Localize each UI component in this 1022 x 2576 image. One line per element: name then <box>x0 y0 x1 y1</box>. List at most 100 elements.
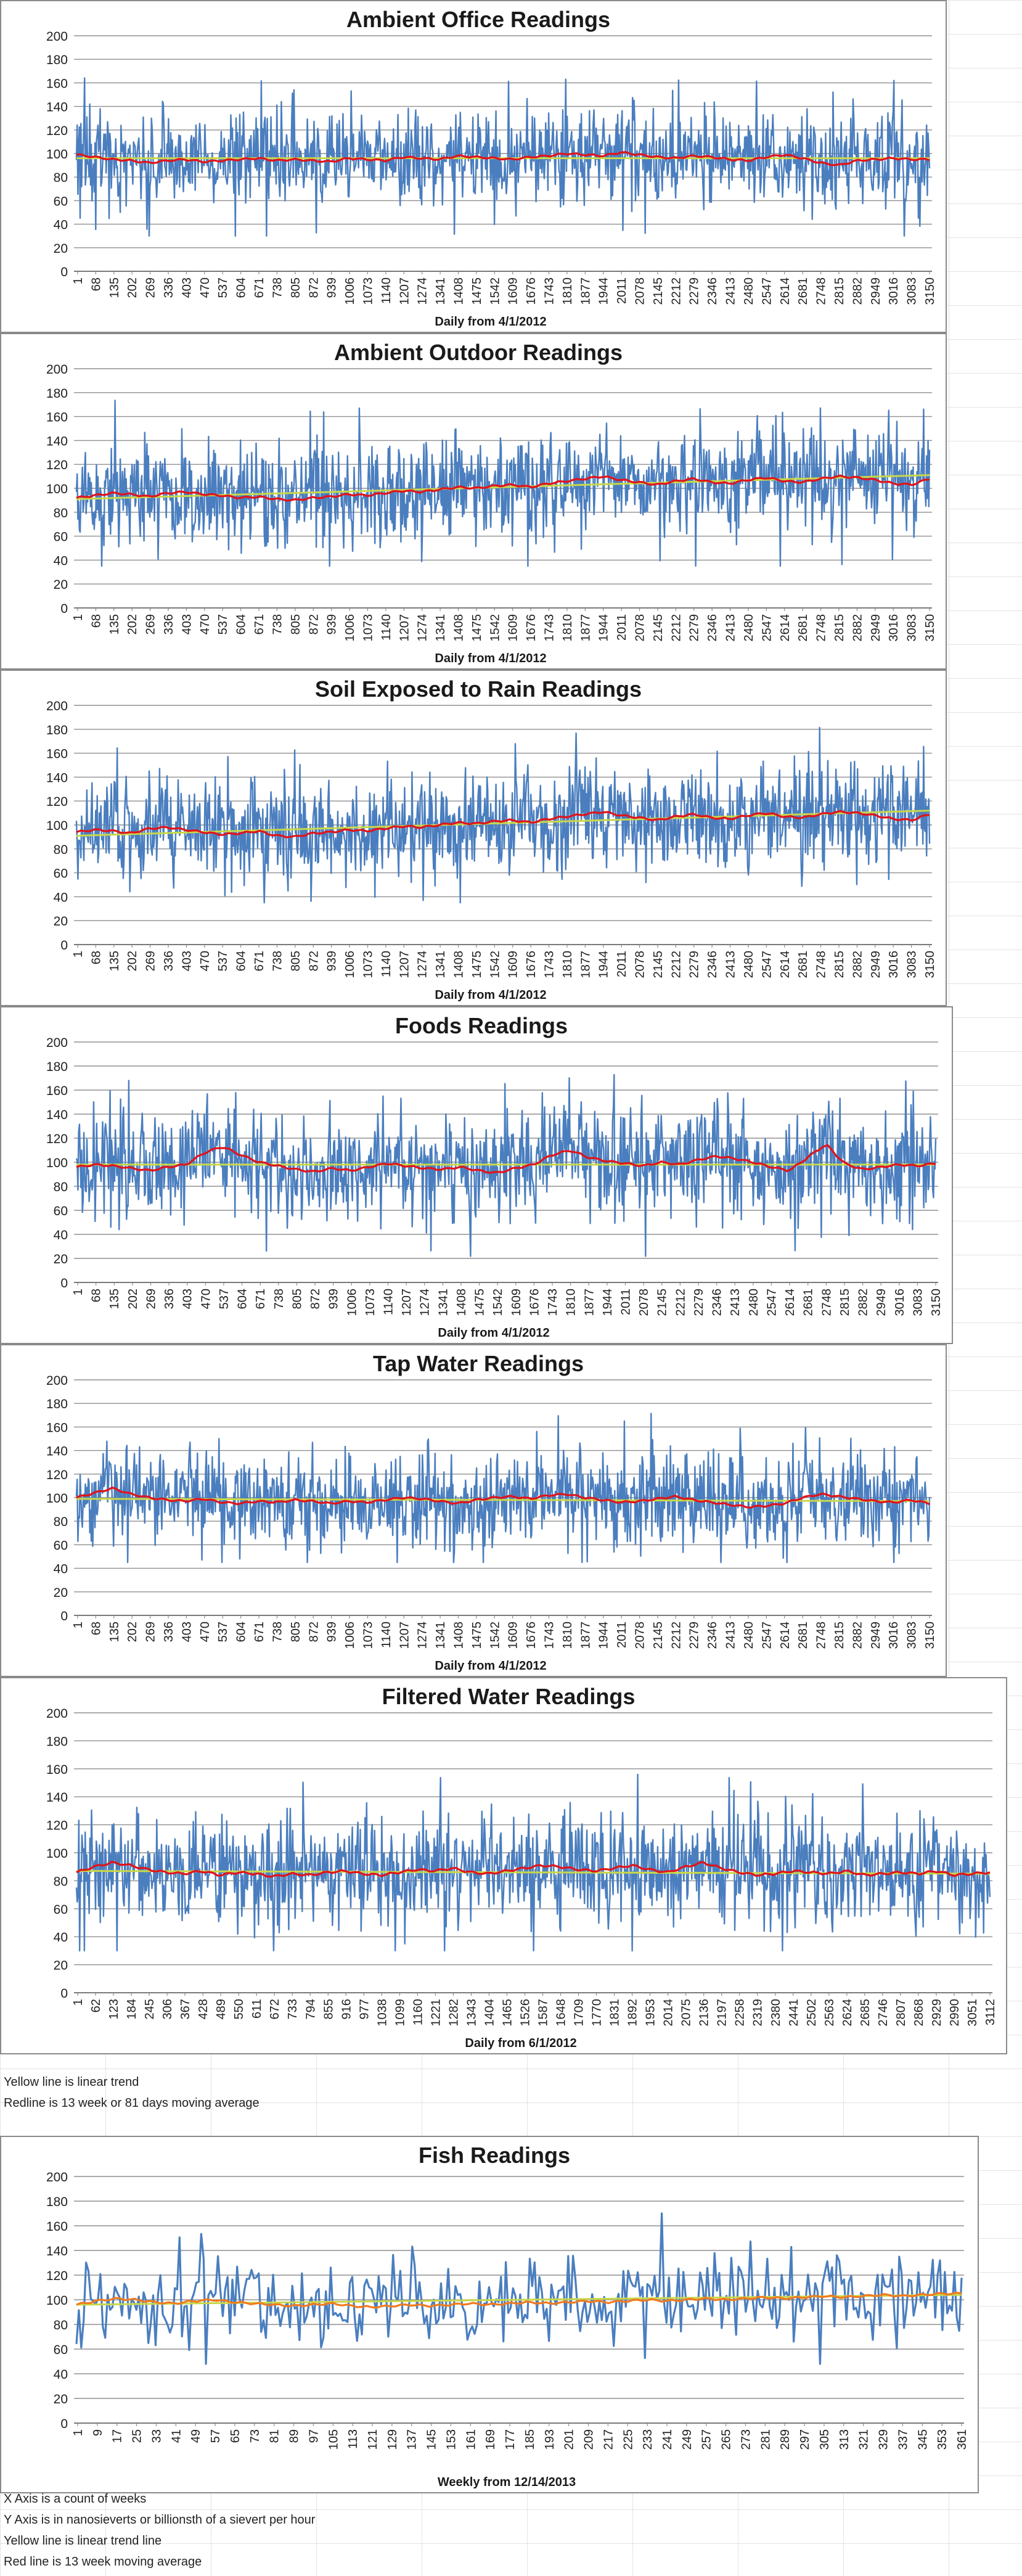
y-tick-label: 100 <box>46 147 68 162</box>
x-tick-label: 2212 <box>669 277 683 305</box>
x-tick-label: 872 <box>307 277 321 298</box>
x-tick-label: 738 <box>272 1289 286 1309</box>
x-tick-label: 121 <box>366 2429 380 2450</box>
x-tick-label: 2624 <box>841 1999 854 2027</box>
x-tick-label: 1140 <box>380 614 393 641</box>
x-tick-label: 738 <box>271 1622 284 1642</box>
x-tick-label: 2815 <box>833 614 846 642</box>
x-tick-label: 2258 <box>734 1999 747 2027</box>
x-tick-label: 2868 <box>912 1999 926 2027</box>
y-tick-label: 160 <box>46 1763 68 1777</box>
x-tick-label: 1 <box>72 277 85 284</box>
x-tick-label: 2681 <box>796 614 810 642</box>
y-tick-label: 180 <box>46 53 68 67</box>
x-tick-label: 2748 <box>815 1622 828 1649</box>
chart-ambient-outdoor-svg: Ambient Outdoor Readings0204060801001201… <box>46 340 937 665</box>
x-tick-label: 489 <box>215 1999 228 2019</box>
chart-title: Ambient Office Readings <box>346 7 610 32</box>
x-tick-label: 2136 <box>698 1999 711 2027</box>
x-tick-label: 217 <box>602 2429 615 2450</box>
y-tick-label: 160 <box>46 747 68 761</box>
x-tick-label: 738 <box>271 277 284 298</box>
x-axis-label: Daily from 4/1/2012 <box>435 315 546 329</box>
x-tick-label: 1 <box>72 1999 85 2006</box>
chart-foods-svg: Foods Readings 0 20 40 60 80 100 120 140 160 180 20… <box>46 1013 943 1340</box>
x-tick-label: 33 <box>150 2429 163 2443</box>
y-tick-label: 200 <box>46 1374 68 1388</box>
x-tick-label: 297 <box>798 2429 812 2450</box>
x-tick-label: 2882 <box>851 1622 864 1649</box>
y-tick-label: 0 <box>60 602 68 616</box>
x-tick-label: 2614 <box>779 277 792 305</box>
x-tick-label: 2346 <box>706 277 719 305</box>
x-tick-label: 1341 <box>434 614 448 642</box>
x-tick-label: 57 <box>209 2429 223 2443</box>
chart-tap-water: Tap Water Readings 0 20 40 60 80 100 120 140 160 1… <box>0 1344 947 1677</box>
moving-average-line <box>76 151 930 166</box>
y-tick-label: 180 <box>46 723 68 737</box>
x-tick-label: 2279 <box>688 614 701 642</box>
y-tick-label: 200 <box>46 1707 68 1721</box>
moving-average-line <box>76 1487 930 1509</box>
x-tick-label: 1140 <box>380 951 393 977</box>
x-tick-label: 671 <box>253 951 266 971</box>
y-tick-label: 0 <box>60 938 68 953</box>
y-tick-label: 200 <box>46 699 68 713</box>
x-tick-label: 306 <box>161 1999 174 2019</box>
x-tick-label: 177 <box>504 2429 517 2450</box>
y-tick-label: 120 <box>46 458 68 472</box>
y-tick-label: 100 <box>46 1491 68 1506</box>
y-tick-label: 140 <box>46 1790 68 1805</box>
x-axis-label: Daily from 4/1/2012 <box>435 988 546 1002</box>
x-tick-label: 202 <box>126 1289 140 1309</box>
y-tick-label: 40 <box>54 1562 68 1577</box>
x-tick-label: 2748 <box>815 614 828 642</box>
x-tick-label: 2685 <box>859 1999 872 2027</box>
x-tick-label: 2279 <box>692 1289 706 1316</box>
x-tick-label: 1274 <box>416 277 430 305</box>
x-tick-label: 2748 <box>815 951 828 978</box>
x-tick-label: 2078 <box>634 277 647 305</box>
y-tick-label: 80 <box>54 171 68 185</box>
y-tick-label: 80 <box>54 843 68 857</box>
x-tick-label: 68 <box>89 614 103 628</box>
x-tick-label: 672 <box>268 1999 282 2019</box>
x-tick-label: 62 <box>89 1999 103 2012</box>
x-tick-label: 2929 <box>930 1999 944 2027</box>
x-tick-label: 2075 <box>680 1999 693 2027</box>
x-tick-label: 872 <box>307 951 321 971</box>
x-tick-label: 794 <box>304 1999 317 2019</box>
x-tick-label: 1953 <box>644 1999 658 2027</box>
moving-average-line <box>76 810 930 839</box>
x-tick-label: 403 <box>180 614 194 634</box>
x-tick-label: 1542 <box>488 614 502 642</box>
readings-series-line <box>75 1773 991 1952</box>
y-tick-label: 80 <box>54 1515 68 1529</box>
x-tick-label: 1274 <box>416 951 430 978</box>
x-tick-label: 1274 <box>416 614 430 642</box>
x-tick-label: 2748 <box>820 1289 833 1316</box>
x-tick-label: 916 <box>340 1999 353 2019</box>
x-tick-label: 604 <box>235 277 248 298</box>
x-axis-label: Weekly from 12/14/2013 <box>438 2476 576 2489</box>
x-tick-label: 265 <box>720 2429 734 2450</box>
x-tick-label: 1207 <box>398 951 411 978</box>
x-tick-label: 2078 <box>634 614 647 642</box>
x-tick-label: 3016 <box>887 277 901 305</box>
y-tick-label: 20 <box>54 1586 68 1600</box>
x-tick-label: 470 <box>198 277 212 298</box>
x-tick-label: 241 <box>661 2429 674 2450</box>
chart-title: Tap Water Readings <box>373 1351 584 1376</box>
x-tick-label: 129 <box>386 2429 399 2450</box>
x-tick-label: 1475 <box>470 277 484 305</box>
note-yellow-trend-line: Yellow line is linear trend line <box>4 2534 162 2548</box>
x-tick-label: 202 <box>126 951 139 971</box>
x-tick-label: 269 <box>144 1289 158 1309</box>
x-tick-label: 1465 <box>501 1999 514 2027</box>
x-tick-label: 269 <box>144 1622 158 1642</box>
x-tick-label: 2547 <box>760 614 774 642</box>
y-tick-label: 20 <box>54 2392 68 2406</box>
x-tick-label: 2480 <box>742 277 756 305</box>
x-tick-label: 1877 <box>579 951 592 978</box>
x-tick-label: 1743 <box>546 1289 560 1316</box>
